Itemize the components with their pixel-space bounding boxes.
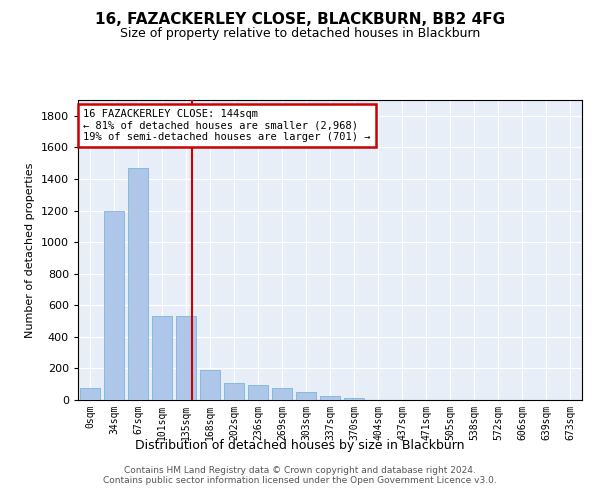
Bar [200,370,220,400]
Text: 16 FAZACKERLEY CLOSE: 144sqm
← 81% of detached houses are smaller (2,968)
19% of: 16 FAZACKERLEY CLOSE: 144sqm ← 81% of de… [83,109,371,142]
Bar [80,388,100,400]
Text: 16, FAZACKERLEY CLOSE, BLACKBURN, BB2 4FG: 16, FAZACKERLEY CLOSE, BLACKBURN, BB2 4F… [95,12,505,28]
Bar [248,385,268,400]
Bar [272,388,292,400]
Bar [320,396,340,400]
Bar [176,316,196,400]
Bar [224,382,244,400]
Text: Contains HM Land Registry data © Crown copyright and database right 2024.
Contai: Contains HM Land Registry data © Crown c… [103,466,497,485]
Bar [128,168,148,400]
Bar [104,212,124,400]
Bar [152,316,172,400]
Bar [344,398,364,400]
Text: Distribution of detached houses by size in Blackburn: Distribution of detached houses by size … [135,438,465,452]
Bar [296,392,316,400]
Y-axis label: Number of detached properties: Number of detached properties [25,162,35,338]
Text: Size of property relative to detached houses in Blackburn: Size of property relative to detached ho… [120,28,480,40]
